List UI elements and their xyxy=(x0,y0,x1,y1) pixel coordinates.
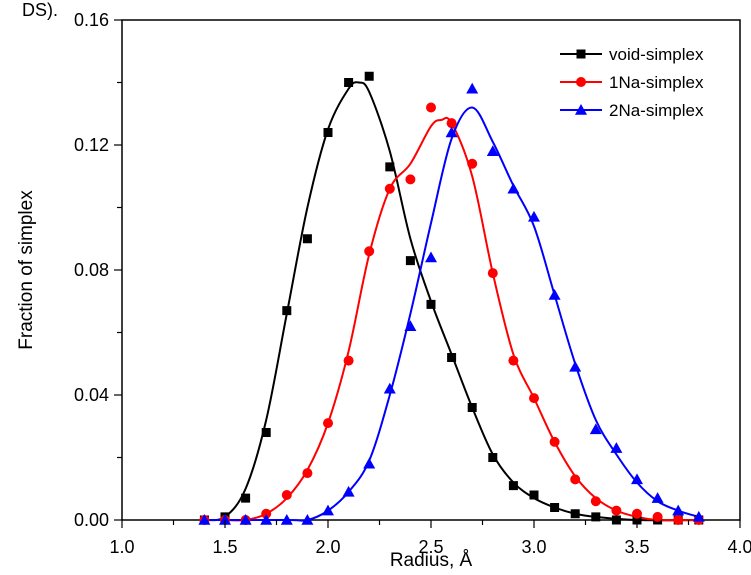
x-tick-label: 3.5 xyxy=(624,537,649,557)
void-simplex-point xyxy=(611,515,621,525)
2na-simplex-point xyxy=(198,514,211,525)
1na-simplex-point xyxy=(590,496,601,507)
2na-simplex-point xyxy=(569,360,582,372)
y-tick-label: 0.00 xyxy=(74,510,109,530)
y-tick-label: 0.04 xyxy=(74,385,109,405)
void-simplex-point xyxy=(241,493,251,503)
legend: void-simplex 1Na-simplex 2Na-simplex xyxy=(560,45,704,120)
void-simplex-point xyxy=(591,512,601,522)
void-simplex-point xyxy=(302,234,312,244)
1na-simplex-point xyxy=(343,355,354,366)
1na-simplex-point xyxy=(611,505,622,516)
2na-simplex-line xyxy=(204,106,700,522)
void-simplex-point xyxy=(385,162,395,172)
legend-label-2na-simplex: 2Na-simplex xyxy=(609,101,704,120)
2na-simplex-point xyxy=(425,251,437,263)
legend-label-1na-simplex: 1Na-simplex xyxy=(609,73,704,92)
top-text-fragment: DS). xyxy=(22,0,58,20)
axis-ticks: 1.0 1.5 2.0 2.5 3.0 3.5 4.0 0.00 0.04 0.08 0.12 0.1… xyxy=(74,10,751,557)
1na-simplex-point xyxy=(549,436,560,447)
1na-simplex-point xyxy=(384,183,395,194)
x-tick-label: 4.0 xyxy=(727,537,751,557)
1na-simplex-line xyxy=(204,116,699,522)
2na-simplex-point xyxy=(383,382,396,394)
2na-simplex-point xyxy=(548,289,561,300)
plot-area-border xyxy=(121,19,741,521)
y-axis-title: Fraction of simplex xyxy=(16,190,37,350)
2na-simplex-point xyxy=(589,423,602,435)
y-tick-label: 0.16 xyxy=(74,10,109,30)
y-tick-label: 0.12 xyxy=(74,135,109,155)
1na-simplex-point xyxy=(426,102,436,113)
2na-simplex-point xyxy=(528,210,540,222)
void-simplex-point xyxy=(550,503,560,512)
void-simplex-point xyxy=(405,256,415,266)
void-simplex-line xyxy=(204,81,699,522)
x-tick-label: 1.5 xyxy=(212,537,237,557)
1na-simplex-point xyxy=(467,158,478,169)
series-curves xyxy=(204,81,700,522)
x-tick-label: 1.0 xyxy=(109,537,134,557)
void-simplex-point xyxy=(447,353,457,362)
void-simplex-point xyxy=(467,403,477,412)
void-simplex-point xyxy=(282,306,292,316)
1na-simplex-point xyxy=(446,118,457,129)
2na-simplex-point xyxy=(322,504,334,516)
legend-marker-void-simplex xyxy=(576,49,586,59)
x-tick-label: 2.5 xyxy=(418,537,443,557)
1na-simplex-point xyxy=(364,246,375,257)
void-simplex-point xyxy=(426,299,436,309)
void-simplex-point xyxy=(488,453,498,462)
x-tick-label: 2.0 xyxy=(315,537,340,557)
x-tick-label: 3.0 xyxy=(521,537,546,557)
1na-simplex-point xyxy=(673,515,684,525)
1na-simplex-point xyxy=(570,474,581,485)
legend-marker-1na-simplex xyxy=(576,77,586,87)
2na-simplex-point xyxy=(260,514,273,525)
y-tick-label: 0.08 xyxy=(74,260,109,280)
void-simplex-point xyxy=(323,128,333,137)
2na-simplex-point xyxy=(672,504,685,516)
2na-simplex-point xyxy=(466,82,479,94)
2na-simplex-point xyxy=(219,514,231,525)
2na-simplex-point xyxy=(342,485,355,497)
2na-simplex-point xyxy=(651,492,664,503)
1na-simplex-point xyxy=(508,355,519,366)
1na-simplex-point xyxy=(652,511,663,522)
1na-simplex-point xyxy=(302,468,313,479)
1na-simplex-point xyxy=(281,490,292,500)
2na-simplex-point xyxy=(239,514,252,525)
void-simplex-point xyxy=(508,481,518,491)
2na-simplex-point xyxy=(631,473,643,485)
2na-simplex-point xyxy=(280,514,293,525)
2na-simplex-point xyxy=(445,126,458,138)
2na-simplex-point xyxy=(486,145,499,157)
2na-simplex-point xyxy=(610,442,623,453)
1na-simplex-point xyxy=(529,393,539,404)
void-simplex-point xyxy=(261,428,271,437)
2na-simplex-point xyxy=(507,182,520,194)
x-axis-title: Radius, Å xyxy=(390,550,473,571)
legend-marker-2na-simplex xyxy=(575,104,587,115)
void-simplex-point xyxy=(529,490,539,500)
1na-simplex-point xyxy=(632,508,642,519)
series-markers xyxy=(198,71,705,525)
2na-simplex-point xyxy=(692,510,705,522)
2na-simplex-point xyxy=(363,457,376,469)
void-simplex-point xyxy=(364,71,374,81)
void-simplex-point xyxy=(570,509,580,519)
2na-simplex-point xyxy=(301,514,314,525)
1na-simplex-point xyxy=(405,174,416,185)
plot-frame xyxy=(121,19,741,521)
2na-simplex-point xyxy=(404,320,417,332)
legend-label-void-simplex: void-simplex xyxy=(609,45,704,64)
1na-simplex-point xyxy=(323,418,333,429)
1na-simplex-point xyxy=(261,508,272,519)
void-simplex-point xyxy=(344,78,354,87)
1na-simplex-point xyxy=(487,268,498,279)
